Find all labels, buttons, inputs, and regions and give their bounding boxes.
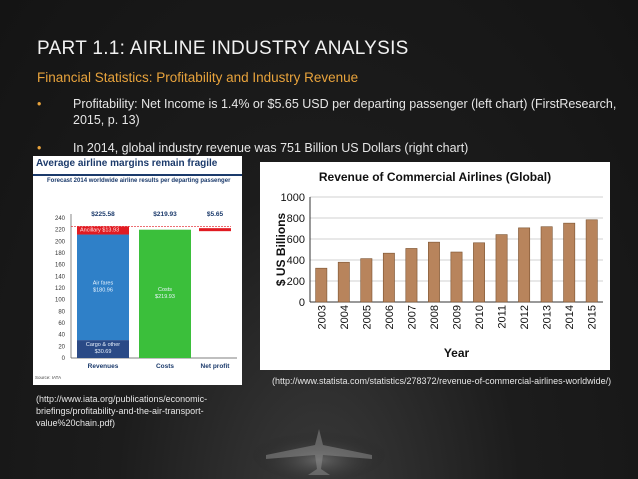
y-tick-label: 160 [55, 263, 66, 269]
margins-chart-subtitle: Forecast 2014 worldwide airline results … [47, 178, 231, 184]
revenue-bar [450, 251, 463, 303]
segment-bar [77, 340, 129, 358]
x-tick-label: 2003 [316, 305, 328, 329]
x-tick-label: Costs [156, 363, 174, 370]
bullet-text: Profitability: Net Income is 1.4% or $5.… [73, 97, 617, 127]
x-tick-label: 2012 [519, 305, 531, 329]
revenue-bar [495, 234, 508, 303]
segment-bar [77, 226, 129, 235]
revenue-bar [585, 219, 598, 303]
bullet-dot-icon: • [37, 97, 42, 111]
bullet-list: • Profitability: Net Income is 1.4% or $… [37, 96, 617, 168]
y-tick-label: 240 [55, 216, 66, 222]
y-tick-label: 100 [55, 298, 66, 304]
y-tick-label: 220 [55, 228, 66, 234]
bullet-item: • In 2014, global industry revenue was 7… [37, 140, 617, 156]
x-tick-label: 2008 [429, 305, 441, 329]
x-tick-label: 2009 [452, 305, 464, 329]
source-left[interactable]: (http://www.iata.org/publications/econom… [36, 394, 208, 428]
revenue-bar [315, 267, 328, 303]
segment-bar [77, 234, 129, 341]
revenue-chart-plot: Revenue of Commercial Airlines (Global) 0… [274, 170, 603, 360]
y-tick-label: 0 [62, 356, 66, 362]
y-tick-label: 200 [287, 276, 305, 288]
total-value-label: $225.58 [91, 211, 115, 218]
y-tick-label: 140 [55, 274, 66, 280]
margins-chart-source: Source: IATA [35, 375, 62, 380]
revenue-bar [405, 248, 418, 303]
chart-title: Revenue of Commercial Airlines (Global) [319, 170, 551, 184]
x-tick-label: 2013 [542, 305, 554, 329]
bullet-item: • Profitability: Net Income is 1.4% or $… [37, 96, 617, 128]
y-tick-label: 20 [58, 344, 65, 350]
segment-bar [139, 229, 191, 358]
x-tick-label: 2004 [339, 305, 351, 329]
x-tick-label: 2015 [587, 305, 599, 329]
margins-chart: Average airline margins remain fragile F… [33, 156, 242, 385]
segment-label: Air fares [93, 280, 114, 286]
y-tick-label: 40 [58, 333, 65, 339]
segment-label: $219.93 [155, 294, 175, 300]
margins-chart-rule [33, 174, 242, 176]
y-tick-label: 200 [55, 239, 66, 245]
y-tick-label: 800 [287, 213, 305, 225]
x-tick-label: 2014 [564, 305, 576, 329]
revenue-bar [518, 227, 531, 303]
revenue-bar [337, 261, 350, 303]
x-tick-label: 2010 [474, 305, 486, 329]
revenue-bar [473, 242, 485, 303]
y-tick-label: 600 [287, 234, 305, 246]
revenue-chart: Revenue of Commercial Airlines (Global) 0… [260, 162, 610, 370]
x-tick-label: Net profit [201, 363, 231, 370]
x-tick-label: 2005 [361, 305, 373, 329]
segment-label: $180.96 [93, 287, 113, 293]
margins-chart-title: Average airline margins remain fragile [36, 158, 218, 169]
x-tick-label: 2006 [384, 305, 396, 329]
x-tick-label: 2007 [406, 305, 418, 329]
revenue-bar [428, 241, 440, 303]
jet-silhouette-icon [253, 429, 385, 479]
slide-subtitle: Financial Statistics: Profitability and … [37, 70, 359, 85]
revenue-bar [360, 258, 373, 303]
total-value-label: $219.93 [153, 211, 177, 218]
segment-label: $30.69 [95, 349, 112, 355]
y-tick-label: 400 [287, 255, 305, 267]
y-tick-label: 1000 [281, 192, 305, 204]
revenue-bar [540, 226, 553, 303]
y-tick-label: 60 [58, 321, 65, 327]
net-profit-bar [199, 228, 231, 232]
y-tick-label: 80 [58, 309, 65, 315]
x-tick-label: Revenues [88, 363, 119, 370]
revenue-bar [563, 222, 576, 303]
total-value-label: $5.65 [207, 211, 224, 218]
source-right[interactable]: (http://www.statista.com/statistics/2783… [272, 376, 612, 386]
revenue-bar [382, 252, 395, 303]
y-tick-label: 180 [55, 251, 66, 257]
y-axis-label: $ US Billions [274, 213, 288, 287]
slide-title: PART 1.1: AIRLINE INDUSTRY ANALYSIS [37, 38, 409, 59]
segment-label: Ancillary $13.93 [80, 227, 119, 233]
bullet-text: In 2014, global industry revenue was 751… [73, 141, 469, 155]
bullet-dot-icon: • [37, 141, 42, 155]
segment-label: Costs [158, 287, 172, 293]
segment-label: Cargo & other [86, 342, 120, 348]
y-tick-label: 0 [299, 297, 305, 309]
margins-chart-plot: 0 20 40 60 80 100 120 140 160 180 200 220 240 Cargo &… [55, 211, 237, 370]
y-tick-label: 120 [55, 286, 66, 292]
x-axis-label: Year [444, 346, 470, 360]
x-tick-label: 2011 [497, 305, 509, 329]
